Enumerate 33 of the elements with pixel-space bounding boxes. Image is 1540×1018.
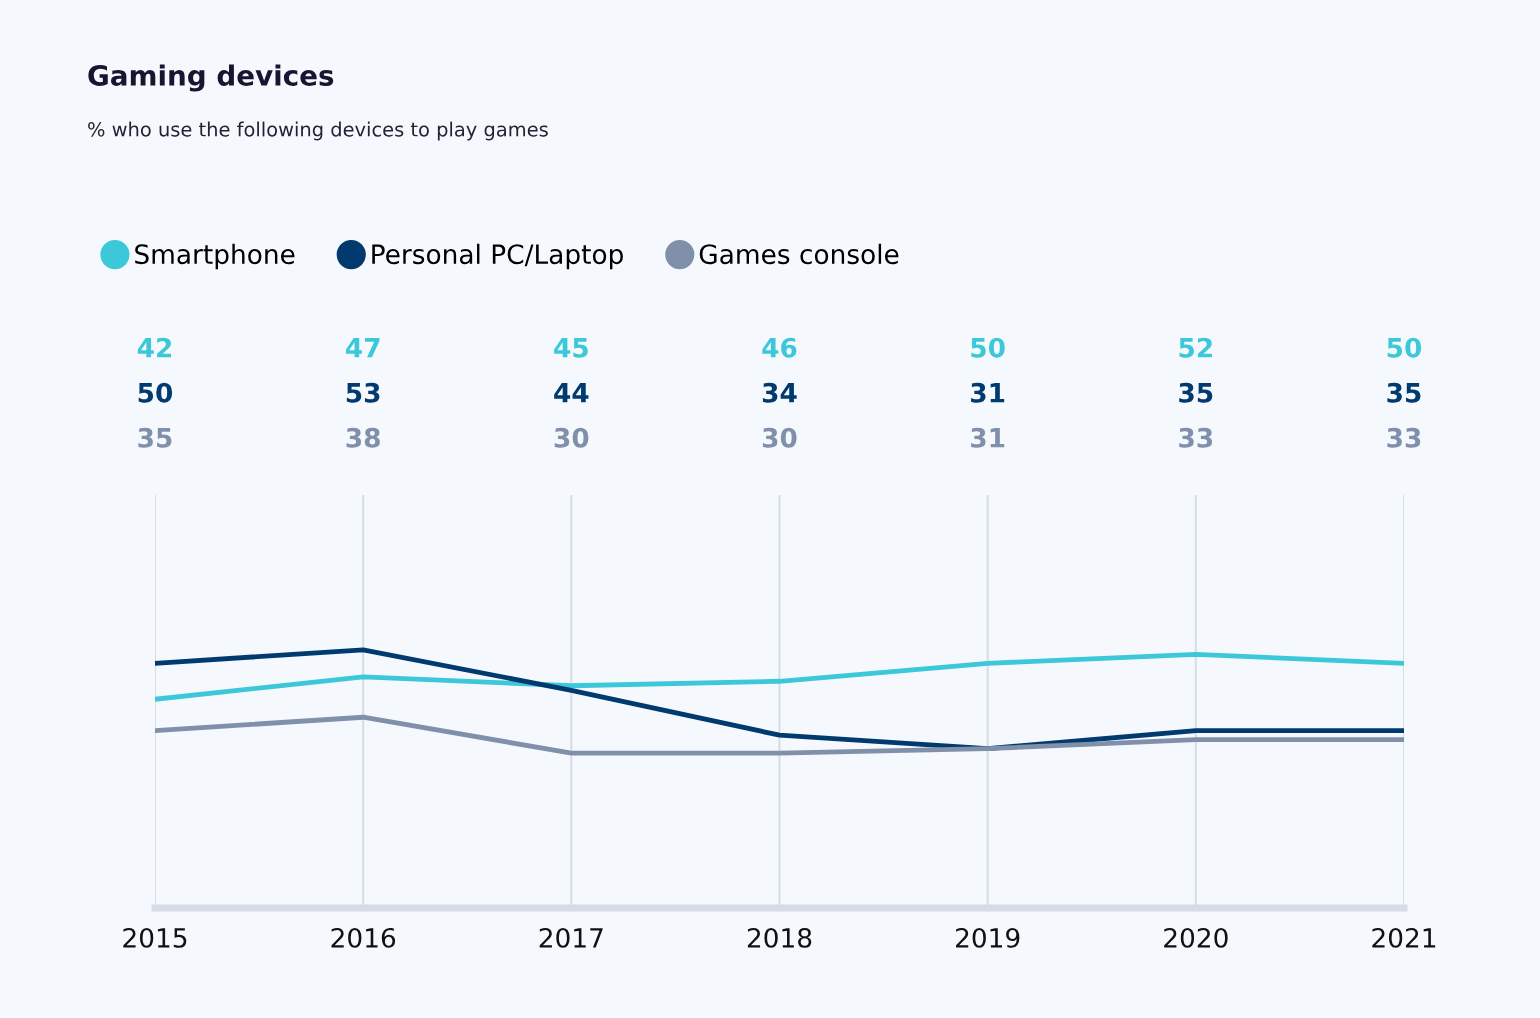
x-tick-label: 2016 <box>331 927 396 948</box>
data-label: 35 <box>1387 382 1421 403</box>
x-tick-label: 2017 <box>539 927 603 948</box>
data-label: 33 <box>1387 427 1421 448</box>
data-label: 52 <box>1179 337 1212 358</box>
data-label: 35 <box>1179 382 1213 403</box>
chart-title: Gaming devices <box>88 64 334 92</box>
x-tick-label: 2021 <box>1372 927 1436 948</box>
data-label: 50 <box>1387 337 1422 358</box>
data-label: 50 <box>138 382 173 403</box>
data-label: 53 <box>346 382 380 403</box>
legend-label: Personal PC/Laptop <box>372 243 623 270</box>
legend-label: Smartphone <box>135 243 295 270</box>
data-label: 35 <box>138 427 172 448</box>
data-label: 47 <box>345 338 380 358</box>
data-label: 38 <box>346 427 380 448</box>
data-label: 42 <box>137 337 172 358</box>
x-tick-label: 2019 <box>956 927 1020 948</box>
x-tick-label: 2015 <box>123 927 187 948</box>
data-label: 33 <box>1179 427 1213 448</box>
data-label: 31 <box>971 382 1005 403</box>
x-tick-label: 2018 <box>747 927 812 948</box>
chart-subtitle: % who use the following devices to play games <box>88 121 548 141</box>
data-label: 34 <box>762 382 797 403</box>
legend-label: Games console <box>699 243 899 265</box>
data-label: 31 <box>971 427 1005 448</box>
data-label: 30 <box>762 427 797 448</box>
data-label: 44 <box>554 383 589 403</box>
data-label: 46 <box>762 337 797 358</box>
data-label: 50 <box>971 337 1005 358</box>
x-tick-label: 2020 <box>1164 927 1228 948</box>
data-label: 30 <box>554 427 589 448</box>
data-label: 45 <box>554 338 588 358</box>
